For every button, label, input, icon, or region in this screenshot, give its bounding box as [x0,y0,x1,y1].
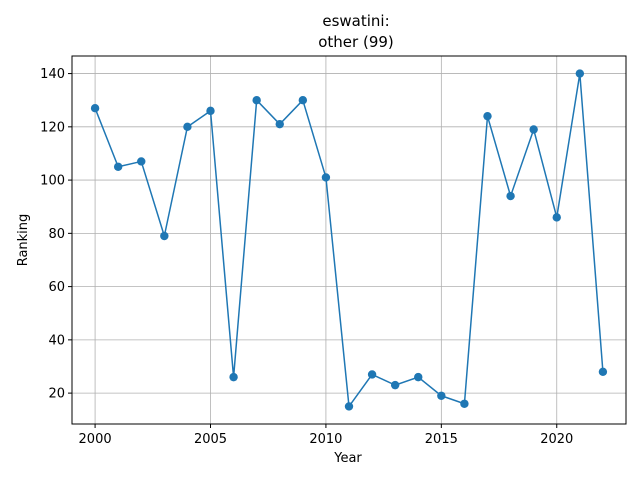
y-axis-label: Ranking [16,214,31,267]
x-tick-label: 2020 [540,432,573,447]
x-tick-label: 2005 [194,432,227,447]
y-tick-label: 40 [48,333,65,348]
data-series [90,69,608,411]
y-tick-label: 80 [48,227,65,242]
data-point [483,111,492,121]
data-point [390,380,400,390]
data-point [460,399,469,408]
x-tick-label: 2010 [309,432,342,447]
x-axis-label: Year [333,451,362,466]
chart-title-line-2: other (99) [318,33,394,51]
data-point [598,367,608,377]
plot-area-frame [71,55,627,425]
data-point [298,96,308,105]
y-axis-ticks: 20 40 60 80 100 120 140 [40,67,72,402]
data-point [183,122,192,132]
data-point [90,103,100,113]
x-tick-label: 2000 [79,432,112,447]
y-tick-label: 120 [40,120,65,135]
data-point [137,157,146,166]
y-tick-label: 140 [40,67,65,82]
x-tick-label: 2015 [425,432,458,447]
y-tick-label: 20 [48,387,65,402]
data-point [113,162,123,171]
x-axis-ticks: 2000 2005 2010 2015 2020 [79,424,573,447]
data-point [206,106,215,116]
y-tick-label: 60 [48,280,65,295]
data-point [229,372,238,382]
data-point [321,173,331,182]
data-point [344,402,354,411]
y-tick-label: 100 [40,174,65,189]
data-point [575,69,585,78]
data-point [529,125,538,134]
data-point [275,119,284,129]
data-point [552,213,561,222]
data-point [160,231,169,241]
data-point [437,391,446,400]
data-point [252,96,261,105]
data-point [414,372,423,382]
grid-lines [72,56,626,424]
chart-title-line-1: eswatini: [322,12,389,30]
data-point [506,191,515,201]
data-point [367,370,377,379]
